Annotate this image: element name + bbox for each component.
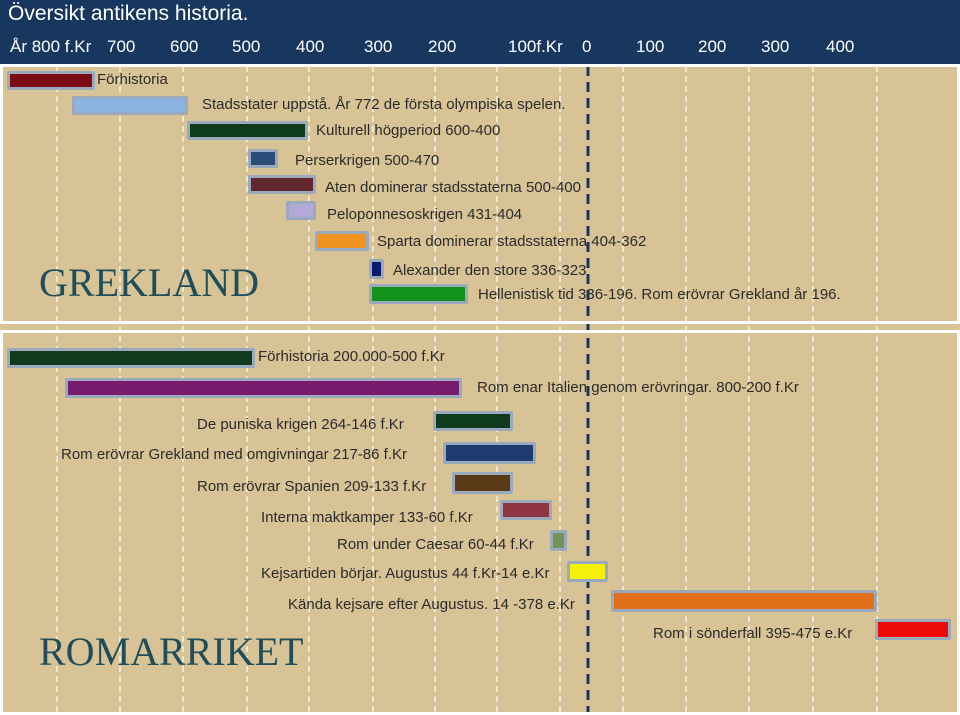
rome-period-bar xyxy=(500,500,552,520)
rome-period-label: Kejsartiden börjar. Augustus 44 f.Kr-14 … xyxy=(261,565,550,582)
axis-tick-label: 200 xyxy=(698,37,727,56)
rome-period-label: Kända kejsare efter Augustus. 14 -378 e.… xyxy=(288,596,575,613)
axis-tick-label: 100 xyxy=(636,37,665,56)
greece-period-bar xyxy=(187,121,308,140)
rome-period-bar xyxy=(433,411,513,431)
greece-period-bar xyxy=(286,201,316,220)
rome-period-label: Rom enar Italien genom erövringar. 800-2… xyxy=(477,379,799,396)
greece-period-label: Alexander den store 336-323 xyxy=(393,262,587,279)
rome-period-bar xyxy=(875,619,951,640)
axis-tick-label: 0 xyxy=(582,37,592,56)
rome-section: ROMARRIKET Förhistoria 200.000-500 f.Kr R… xyxy=(0,330,960,715)
rome-period-label: Rom erövrar Spanien 209-133 f.Kr xyxy=(197,478,427,495)
rome-period-bar xyxy=(567,561,608,582)
rome-period-label: Rom i sönderfall 395-475 e.Kr xyxy=(653,625,853,642)
axis-tick-label: 200 xyxy=(428,37,457,56)
greece-section: GREKLAND Förhistoria Stadsstater uppstå. … xyxy=(0,64,960,324)
rome-period-label: Rom erövrar Grekland med omgivningar 217… xyxy=(61,446,407,463)
axis-tick-label: 600 xyxy=(170,37,199,56)
greece-period-bar xyxy=(369,259,384,279)
axis-tick-label: 300 xyxy=(364,37,393,56)
greece-period-label: Perserkrigen 500-470 xyxy=(295,152,440,169)
axis-tick-label: 400 xyxy=(296,37,325,56)
rome-period-label: Rom under Caesar 60-44 f.Kr xyxy=(337,536,534,553)
page-title: Översikt antikens historia. xyxy=(8,2,249,25)
axis-tick-label: 100f.Kr xyxy=(508,37,563,56)
rome-period-bar xyxy=(452,472,513,494)
rome-period-bar xyxy=(443,442,536,464)
rome-period-label: De puniska krigen 264-146 f.Kr xyxy=(197,416,404,433)
rome-heading: ROMARRIKET xyxy=(39,629,304,674)
rome-period-bar xyxy=(65,378,462,398)
rome-period-bar xyxy=(550,530,567,551)
rome-period-bar xyxy=(7,348,255,368)
rome-period-label: Förhistoria 200.000-500 f.Kr xyxy=(258,348,445,365)
greece-period-bar xyxy=(72,96,188,115)
rome-period-label: Interna maktkamper 133-60 f.Kr xyxy=(261,509,473,526)
greece-period-bar xyxy=(315,231,369,251)
greece-period-label: Peloponnesoskrigen 431-404 xyxy=(327,206,523,223)
greece-period-label: Kulturell högperiod 600-400 xyxy=(316,122,501,139)
greece-period-bar xyxy=(369,284,468,304)
greece-heading: GREKLAND xyxy=(39,260,259,305)
greece-period-label: Hellenistisk tid 336-196. Rom erövrar Gr… xyxy=(478,286,841,303)
greece-period-bar xyxy=(248,149,278,168)
axis-tick-label: 500 xyxy=(232,37,261,56)
greece-period-bar xyxy=(7,71,95,90)
header-bar: Översikt antikens historia. År 800 f.Kr 7… xyxy=(0,0,960,65)
greece-period-label: Förhistoria xyxy=(97,71,168,88)
axis-tick-label: 400 xyxy=(826,37,855,56)
greece-period-bar xyxy=(248,175,316,194)
rome-period-bar xyxy=(611,590,877,612)
greece-period-label: Aten dominerar stadsstaterna 500-400 xyxy=(325,179,581,196)
greece-period-label: Sparta dominerar stadsstaterna 404-362 xyxy=(377,233,647,250)
axis-tick-label: År 800 f.Kr xyxy=(10,37,92,56)
axis-tick-label: 700 xyxy=(107,37,136,56)
greece-period-label: Stadsstater uppstå. År 772 de första oly… xyxy=(202,96,566,113)
axis-tick-label: 300 xyxy=(761,37,790,56)
